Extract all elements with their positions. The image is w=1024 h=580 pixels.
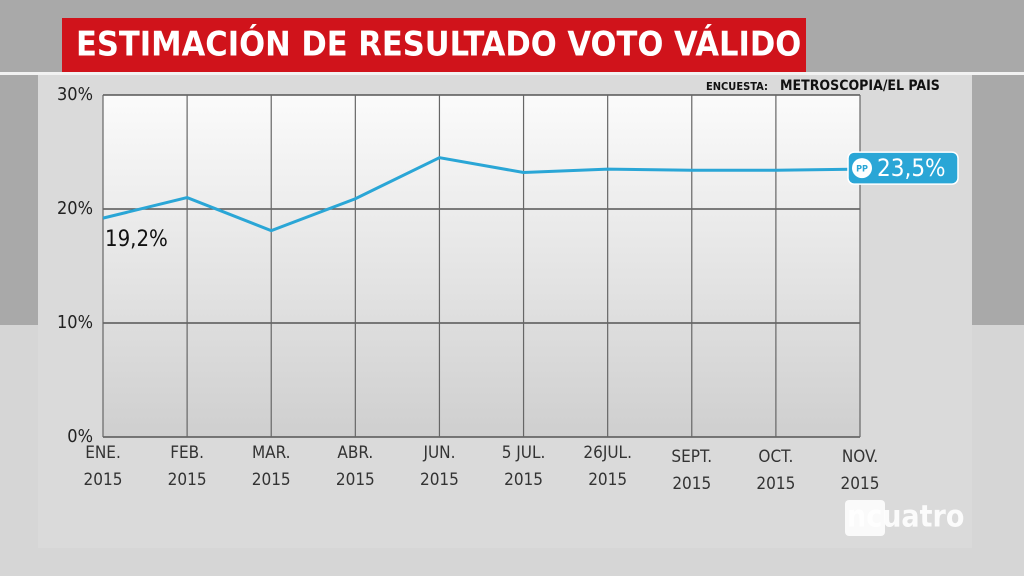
x-tick-label: 26JUL.: [583, 443, 632, 463]
source-label: ENCUESTA:: [706, 80, 768, 93]
plot-area: [103, 95, 860, 437]
x-tick-label: NOV.: [842, 447, 878, 467]
y-tick-label: 10%: [57, 312, 93, 333]
x-tick-label: 2015: [672, 474, 711, 494]
party-icon: [852, 158, 872, 179]
logo-mark: [845, 500, 885, 536]
x-tick-label: SEPT.: [671, 447, 712, 467]
x-tick-label: JUN.: [422, 443, 455, 463]
x-tick-label: 2015: [336, 470, 375, 490]
x-tick-label: OCT.: [758, 447, 793, 467]
x-tick-label: 2015: [84, 470, 123, 490]
x-tick-label: 2015: [588, 470, 627, 490]
chart-title: ESTIMACIÓN DE RESULTADO VOTO VÁLIDO: [76, 24, 801, 65]
series-line: [102, 156, 861, 233]
y-tick-label: 0%: [67, 426, 93, 447]
x-tick-label: 5 JUL.: [502, 443, 546, 463]
x-tick-label: 2015: [252, 470, 291, 490]
x-tick-label: 2015: [420, 470, 459, 490]
x-tick-label: 2015: [841, 474, 880, 494]
y-tick-label: 20%: [57, 198, 93, 219]
x-tick-label: 2015: [504, 470, 543, 490]
x-tick-label: 2015: [168, 470, 207, 490]
value-label: 19,2%: [105, 227, 168, 252]
x-tick-label: 2015: [756, 474, 795, 494]
party-label: PP: [856, 165, 868, 175]
source: METROSCOPIA/EL PAIS: [780, 78, 940, 94]
value-label: 23,5%: [877, 154, 946, 182]
x-tick-label: MAR.: [252, 443, 291, 463]
logo: ncuatro: [847, 500, 964, 535]
x-tick-label: FEB.: [170, 443, 204, 463]
x-tick-label: ABR.: [337, 443, 373, 463]
x-tick-label: ENE.: [85, 443, 121, 463]
title-box: [62, 18, 806, 72]
y-tick-label: 30%: [57, 84, 93, 105]
band-line: [0, 72, 1024, 75]
value-label-box: [847, 151, 959, 185]
